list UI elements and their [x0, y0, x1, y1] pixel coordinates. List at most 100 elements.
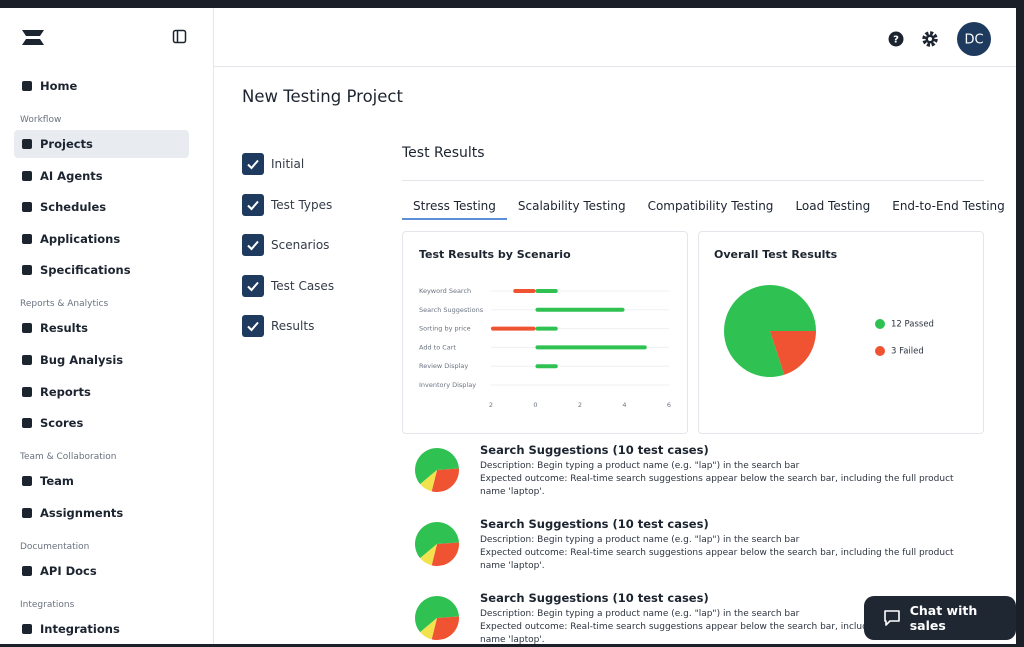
- nav-item[interactable]: API Docs: [14, 557, 189, 585]
- nav-item-label: Reports: [40, 384, 91, 399]
- nav-item[interactable]: Team: [14, 467, 189, 495]
- nav-item[interactable]: AI Agents: [14, 162, 189, 190]
- nav-item-label: Results: [40, 321, 88, 336]
- tab[interactable]: Stress Testing: [402, 196, 507, 220]
- check-path: [247, 281, 259, 292]
- nav-icon: [22, 265, 32, 276]
- test-case-expected: Expected outcome: Real-time search sugge…: [480, 622, 954, 645]
- nav-icon: [22, 355, 32, 365]
- step-checkbox[interactable]: [242, 153, 264, 175]
- test-case-title: Search Suggestions (10 test cases): [480, 443, 709, 457]
- nav-item[interactable]: Reports: [14, 378, 189, 406]
- pie-slice: [415, 522, 459, 559]
- nav-item[interactable]: Integrations: [14, 615, 189, 643]
- step-checkbox[interactable]: [242, 234, 264, 257]
- legend-swatch: [875, 346, 885, 356]
- check-path: [247, 200, 259, 211]
- nav-item[interactable]: Scores: [14, 409, 189, 437]
- pie-slice: [420, 544, 437, 566]
- chat-icon: [884, 610, 900, 626]
- nav-icon: [22, 623, 32, 634]
- sidebar-toggle[interactable]: [172, 29, 188, 45]
- nav-section-label: Documentation: [20, 541, 90, 552]
- chat-label: Chat with sales: [909, 603, 978, 633]
- pie-slice: [415, 447, 459, 485]
- nav-section-label: Team & Collaboration: [20, 452, 117, 463]
- section-title: Test Results: [402, 145, 485, 161]
- nav-item[interactable]: Bug Analysis: [14, 346, 189, 374]
- test-case-title: Search Suggestions (10 test cases): [480, 591, 709, 605]
- nav-icon: [22, 565, 32, 576]
- pie-slice: [420, 618, 437, 640]
- x-tick-label: 0: [533, 401, 537, 409]
- step-checkbox[interactable]: [242, 193, 264, 216]
- nav-item[interactable]: Specifications: [14, 256, 189, 284]
- nav-icon: [22, 323, 32, 334]
- nav-section-label: Reports & Analytics: [20, 299, 109, 310]
- chat-button[interactable]: Chat with sales: [864, 596, 1016, 640]
- logo: [22, 30, 44, 45]
- pie-slice: [431, 542, 460, 566]
- test-case-expected: Expected outcome: Real-time search sugge…: [480, 474, 954, 497]
- nav-item[interactable]: Home: [14, 72, 189, 100]
- bar: [535, 289, 558, 293]
- nav-item[interactable]: Applications: [14, 225, 189, 253]
- nav-item-label: Home: [40, 79, 78, 93]
- check-path: [247, 322, 259, 332]
- step-label: Test Types: [271, 197, 333, 212]
- step-label: Initial: [271, 157, 305, 171]
- nav-icon: [22, 418, 32, 429]
- check-path: [247, 241, 259, 251]
- legend-label: 12 Passed: [891, 320, 934, 330]
- step-checkbox[interactable]: [242, 315, 264, 338]
- bar: [535, 364, 558, 369]
- test-case-expected: Expected outcome: Real-time search sugge…: [480, 548, 954, 571]
- step-checkbox[interactable]: [242, 274, 264, 297]
- pie-slice: [431, 468, 460, 492]
- x-tick-label: 4: [622, 401, 626, 409]
- nav-section-label: Integrations: [20, 599, 75, 610]
- nav-item[interactable]: Assignments: [14, 499, 189, 527]
- header-divider: [213, 66, 1016, 67]
- nav-item[interactable]: Projects: [14, 130, 189, 158]
- step-label: Results: [271, 319, 315, 334]
- pie-slice: [770, 331, 816, 375]
- check-path: [247, 159, 259, 170]
- bar: [513, 289, 536, 293]
- help-icon[interactable]: ?: [886, 29, 906, 49]
- tab[interactable]: Scalability Testing: [517, 199, 626, 213]
- bar: [535, 326, 558, 331]
- settings-icon[interactable]: [920, 29, 940, 49]
- nav-item[interactable]: Results: [14, 314, 189, 342]
- nav-icon: [22, 81, 32, 91]
- pie-slice: [415, 596, 459, 633]
- check-mark: [247, 281, 259, 292]
- test-case-description: Description: Begin typing a product name…: [480, 535, 800, 545]
- pie-slice: [431, 616, 460, 640]
- nav-item-label: AI Agents: [40, 168, 103, 183]
- nav-item-label: Specifications: [40, 263, 131, 278]
- check-mark: [247, 322, 259, 332]
- nav-item-label: Team: [40, 474, 74, 489]
- avatar[interactable]: DC: [956, 21, 992, 57]
- tabs: Stress Testing Scalability Testing Compati…: [402, 196, 1016, 220]
- chart-title: Test Results by Scenario: [419, 248, 571, 261]
- bar: [535, 307, 625, 312]
- test-case-title: Search Suggestions (10 test cases): [480, 517, 709, 531]
- nav-icon: [22, 233, 32, 244]
- nav-item-label: Scores: [40, 416, 84, 431]
- x-tick-label: 2: [578, 401, 582, 409]
- tab[interactable]: End-to-End Testing: [892, 199, 1005, 213]
- nav-item-label: Schedules: [40, 200, 107, 215]
- nav-icon: [22, 507, 32, 518]
- tab[interactable]: Load Testing: [795, 199, 871, 213]
- bar: [535, 345, 647, 350]
- nav-icon: [22, 202, 32, 213]
- tab[interactable]: Compatibility Testing: [647, 199, 774, 213]
- nav-item[interactable]: Schedules: [14, 193, 189, 221]
- check-mark: [247, 241, 259, 251]
- nav-icon: [22, 170, 32, 181]
- bar: [491, 326, 536, 331]
- test-case-description: Description: Begin typing a product name…: [480, 461, 800, 471]
